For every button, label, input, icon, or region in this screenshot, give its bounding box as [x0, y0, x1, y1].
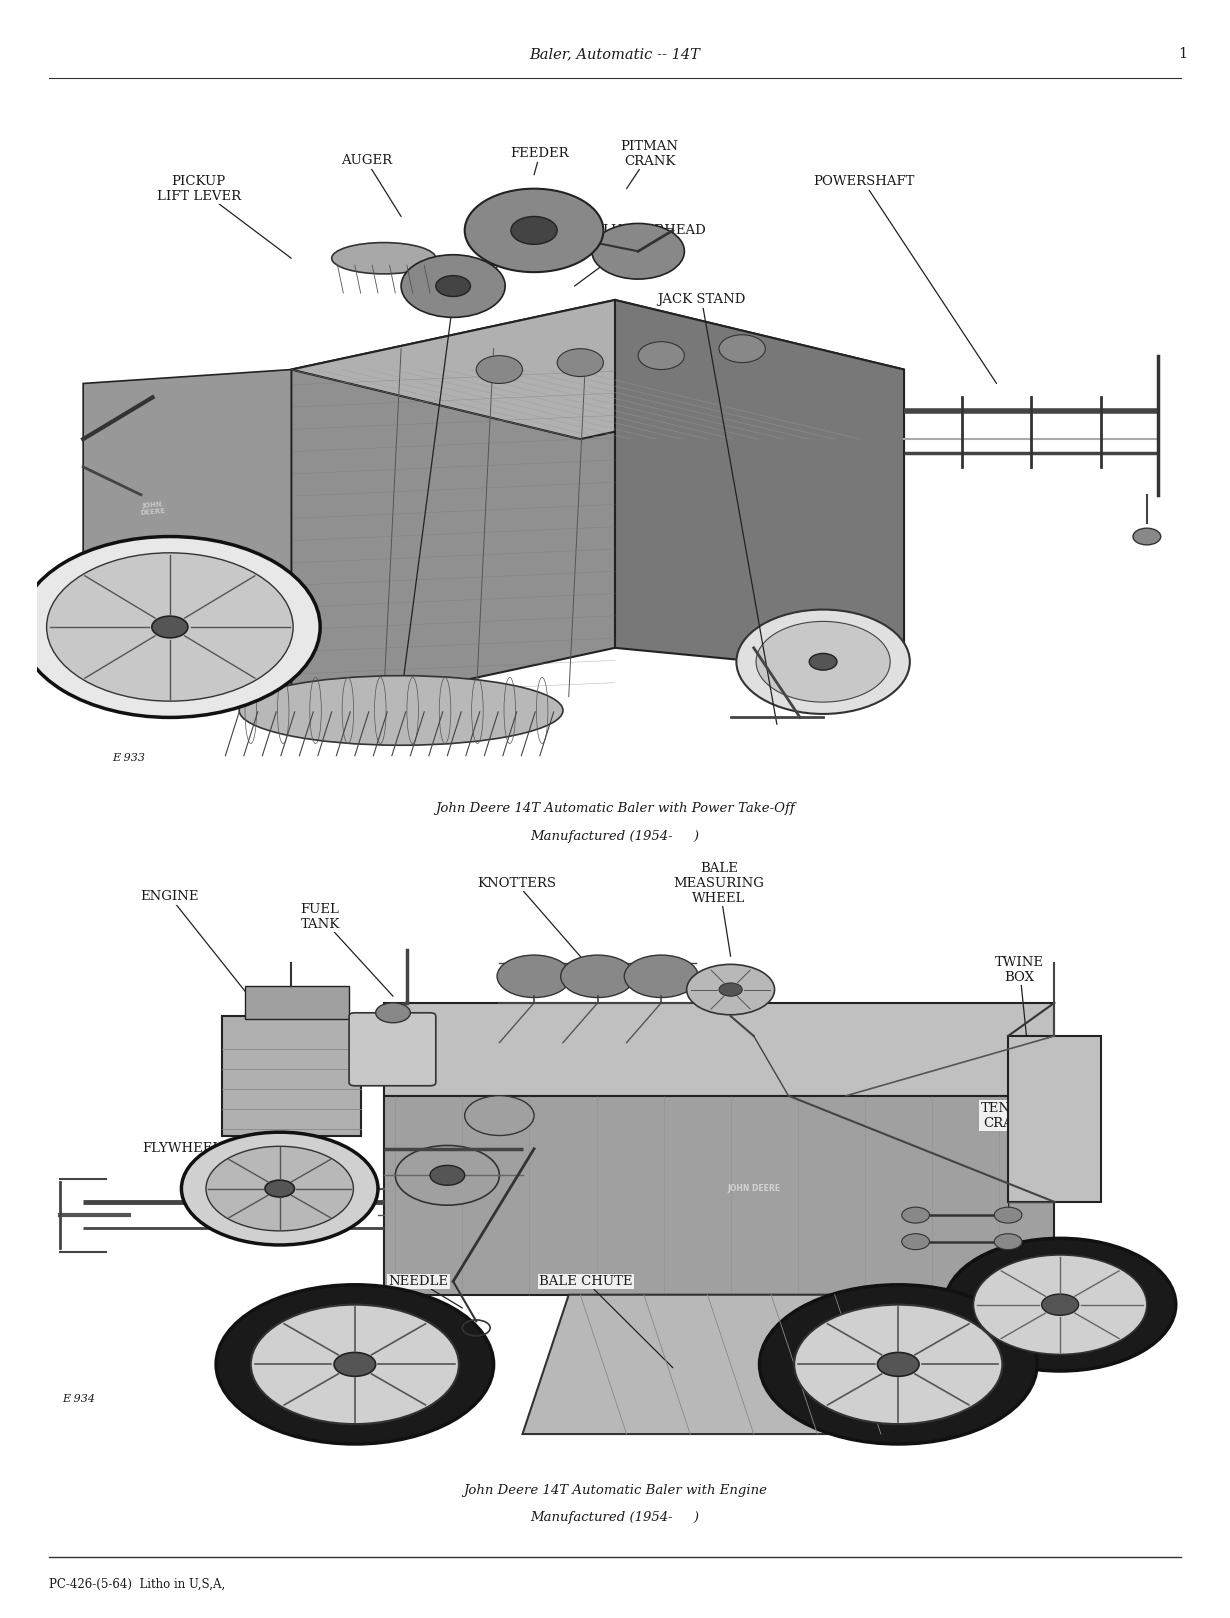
- Text: FLYWHEEL: FLYWHEEL: [141, 1142, 279, 1189]
- Circle shape: [720, 335, 765, 362]
- Text: Manufactured (1954-     ): Manufactured (1954- ): [530, 830, 700, 843]
- FancyBboxPatch shape: [1009, 1036, 1101, 1202]
- Circle shape: [375, 1003, 411, 1023]
- Polygon shape: [84, 369, 292, 717]
- Circle shape: [465, 189, 604, 272]
- Polygon shape: [292, 299, 904, 438]
- Text: E 933: E 933: [112, 752, 145, 762]
- Circle shape: [557, 349, 604, 377]
- Circle shape: [1042, 1294, 1079, 1315]
- Circle shape: [902, 1207, 930, 1223]
- Text: JOHN
DEERE: JOHN DEERE: [139, 502, 166, 516]
- Polygon shape: [523, 1294, 904, 1434]
- Circle shape: [973, 1256, 1146, 1354]
- Circle shape: [435, 275, 470, 296]
- Circle shape: [561, 955, 635, 998]
- Polygon shape: [615, 299, 904, 676]
- Circle shape: [251, 1304, 459, 1424]
- Circle shape: [181, 1133, 378, 1244]
- Text: TWINE
BOX: TWINE BOX: [995, 956, 1044, 1082]
- Circle shape: [510, 217, 557, 244]
- Text: KNOTTERS: KNOTTERS: [477, 877, 598, 976]
- Ellipse shape: [332, 243, 435, 273]
- Ellipse shape: [239, 676, 563, 746]
- Polygon shape: [384, 1095, 1054, 1294]
- Text: NEEDLE: NEEDLE: [389, 1275, 462, 1307]
- Polygon shape: [292, 299, 615, 717]
- Circle shape: [877, 1353, 919, 1377]
- Circle shape: [638, 341, 684, 369]
- Circle shape: [902, 1233, 930, 1249]
- Text: TENSION
CRANKS: TENSION CRANKS: [980, 1102, 1048, 1215]
- Text: 1: 1: [1178, 47, 1187, 61]
- Text: PC-426-(5-64)  Litho in U,S,A,: PC-426-(5-64) Litho in U,S,A,: [49, 1578, 225, 1590]
- Text: John Deere 14T Automatic Baler with Engine: John Deere 14T Automatic Baler with Engi…: [462, 1484, 768, 1497]
- Text: PICKUP
LIFT LEVER: PICKUP LIFT LEVER: [156, 175, 292, 259]
- Text: POWERSHAFT: POWERSHAFT: [813, 175, 996, 383]
- Circle shape: [47, 553, 293, 701]
- Circle shape: [592, 223, 684, 280]
- Circle shape: [686, 964, 775, 1014]
- Text: FUEL
TANK: FUEL TANK: [300, 903, 394, 997]
- Circle shape: [1133, 527, 1161, 545]
- Circle shape: [720, 984, 742, 997]
- Circle shape: [465, 1095, 534, 1136]
- Text: BALE
MEASURING
WHEEL: BALE MEASURING WHEEL: [674, 862, 765, 956]
- FancyBboxPatch shape: [245, 987, 349, 1019]
- Circle shape: [497, 955, 571, 998]
- Text: ENGINE: ENGINE: [140, 890, 292, 1050]
- Text: JOHN DEERE: JOHN DEERE: [727, 1184, 780, 1192]
- Circle shape: [264, 1180, 294, 1197]
- Text: John Deere 14T Automatic Baler with Power Take-Off: John Deere 14T Automatic Baler with Powe…: [435, 803, 795, 815]
- Circle shape: [795, 1304, 1002, 1424]
- Text: JACK STAND: JACK STAND: [658, 293, 777, 725]
- Text: Manufactured (1954-     ): Manufactured (1954- ): [530, 1511, 700, 1524]
- Circle shape: [759, 1285, 1037, 1443]
- Circle shape: [430, 1165, 465, 1186]
- Circle shape: [945, 1238, 1176, 1370]
- Polygon shape: [384, 1003, 1054, 1095]
- Circle shape: [216, 1285, 493, 1443]
- Text: PLUNGERHEAD: PLUNGERHEAD: [574, 223, 706, 286]
- Text: AUGER: AUGER: [341, 154, 401, 217]
- Circle shape: [335, 1353, 375, 1377]
- Text: BALE CHUTE: BALE CHUTE: [539, 1275, 673, 1367]
- Circle shape: [205, 1146, 353, 1231]
- Circle shape: [395, 1146, 499, 1205]
- Circle shape: [994, 1233, 1022, 1249]
- Text: E 934: E 934: [63, 1395, 96, 1404]
- Circle shape: [401, 254, 506, 317]
- Text: FEEDER: FEEDER: [510, 147, 569, 175]
- Circle shape: [476, 356, 523, 383]
- Circle shape: [625, 955, 699, 998]
- Circle shape: [737, 610, 910, 714]
- FancyBboxPatch shape: [221, 1016, 360, 1136]
- Circle shape: [994, 1207, 1022, 1223]
- Circle shape: [809, 654, 836, 670]
- FancyBboxPatch shape: [349, 1013, 435, 1086]
- Circle shape: [20, 537, 320, 717]
- Text: PICKUP: PICKUP: [401, 293, 480, 696]
- Circle shape: [151, 616, 188, 637]
- Circle shape: [756, 621, 891, 702]
- Text: Baler, Automatic -- 14T: Baler, Automatic -- 14T: [530, 47, 700, 61]
- Text: PITMAN
CRANK: PITMAN CRANK: [621, 139, 679, 189]
